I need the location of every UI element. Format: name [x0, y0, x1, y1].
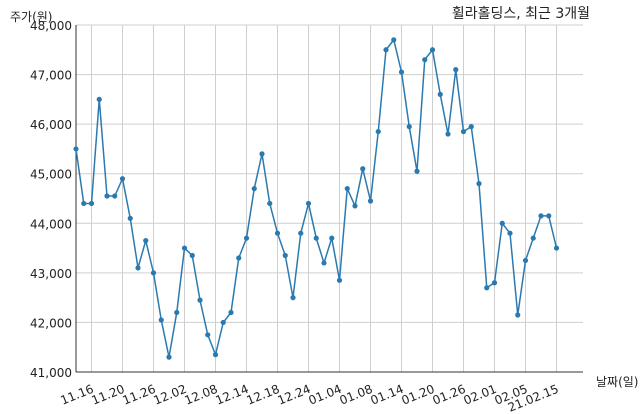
data-point: [344, 185, 350, 192]
data-point: [127, 215, 133, 221]
y-tick-label: 47,000: [30, 69, 72, 83]
y-axis-title: 주가(원): [10, 10, 52, 24]
data-point: [104, 193, 110, 199]
data-point: [158, 317, 164, 323]
data-point: [81, 200, 87, 207]
data-point: [453, 67, 459, 73]
data-point: [553, 245, 560, 251]
data-point: [166, 354, 172, 360]
data-point: [282, 252, 288, 259]
price-series: [73, 37, 560, 360]
data-point: [429, 47, 436, 53]
y-tick-label: 45,000: [30, 168, 72, 182]
data-point: [181, 245, 188, 251]
data-point: [336, 277, 343, 283]
data-point: [538, 213, 544, 219]
data-point: [205, 332, 211, 338]
data-point: [476, 181, 482, 187]
data-point: [298, 230, 304, 236]
y-tick-label: 43,000: [30, 267, 72, 281]
data-point: [414, 168, 420, 174]
data-point: [212, 352, 219, 358]
data-point: [197, 297, 203, 303]
data-point: [119, 176, 126, 182]
data-point: [445, 131, 451, 137]
data-point: [135, 265, 141, 271]
data-point: [228, 309, 234, 316]
data-point: [383, 47, 389, 53]
data-point: [243, 235, 250, 241]
y-tick-label: 46,000: [30, 118, 72, 132]
data-point: [143, 238, 149, 244]
grid-lines: [76, 24, 583, 373]
y-tick-label: 41,000: [30, 366, 72, 380]
data-point: [73, 146, 79, 152]
data-point: [150, 270, 157, 276]
data-point: [321, 260, 327, 266]
data-point: [313, 235, 319, 241]
plot-frame: [75, 25, 583, 373]
data-point: [236, 255, 242, 261]
data-point: [375, 128, 381, 135]
series-line: [75, 38, 558, 358]
y-tick-label: 44,000: [30, 217, 72, 231]
data-point: [460, 128, 467, 135]
data-point: [96, 96, 102, 102]
data-point: [267, 200, 273, 207]
data-point: [329, 235, 335, 241]
data-point: [491, 280, 498, 286]
data-point: [360, 166, 366, 172]
y-tick-label: 42,000: [30, 316, 72, 330]
data-point: [398, 69, 405, 75]
data-point: [274, 230, 281, 236]
data-point: [352, 203, 358, 209]
chart-title: 휠라홀딩스, 최근 3개월: [452, 6, 590, 22]
x-tick-labels: 11.1611.2011.2612.0212.0812.1412.1812.24…: [59, 382, 561, 414]
data-point: [251, 185, 257, 192]
data-point: [88, 200, 95, 207]
y-tick-labels: 41,000 42,000 43,000 44,000 45,000 46,000 47,0…: [30, 19, 72, 380]
data-point: [422, 57, 428, 63]
data-point: [522, 257, 529, 264]
data-point: [406, 124, 412, 130]
data-point: [499, 220, 505, 226]
data-point: [391, 37, 397, 43]
data-point: [530, 235, 536, 241]
y-tick-label: 48,000: [30, 19, 72, 33]
x-axis-title: 날짜(일): [596, 375, 638, 389]
data-point: [468, 124, 474, 130]
data-point: [220, 319, 226, 326]
data-point: [484, 285, 490, 291]
data-point: [515, 312, 521, 318]
data-point: [367, 198, 374, 204]
data-point: [437, 91, 443, 97]
data-point: [174, 309, 180, 316]
data-point: [259, 151, 265, 157]
data-point: [546, 213, 552, 219]
data-point: [290, 295, 296, 301]
data-point: [507, 230, 513, 236]
data-point: [112, 193, 118, 199]
data-point: [305, 200, 312, 207]
data-point: [189, 252, 195, 259]
